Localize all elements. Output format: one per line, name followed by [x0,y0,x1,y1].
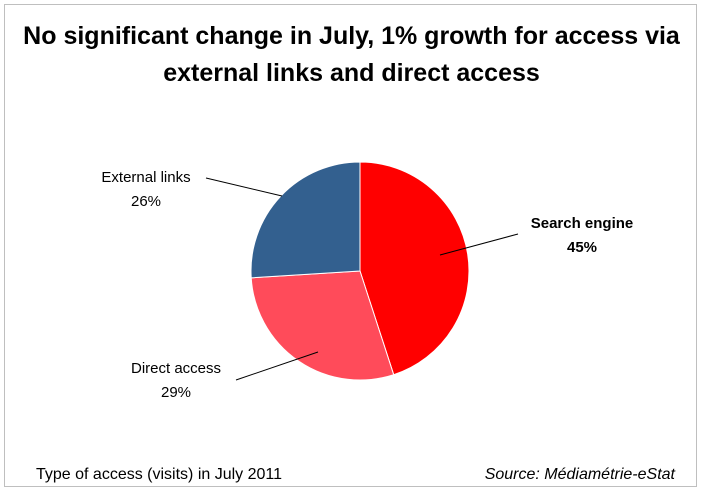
chart-title-line-1: No significant change in July, 1% growth… [23,22,680,50]
chart-title-line-2: external links and direct access [163,59,540,87]
footer-caption: Type of access (visits) in July 2011 [36,466,283,483]
pie-slice-search-engine [359,161,470,376]
slice-value-external-links: 26% [131,193,161,210]
pie-slice-external-links [250,161,361,279]
slice-value-search-engine: 45% [567,239,597,256]
slice-value-direct-access: 29% [161,384,191,401]
pie-slice-direct-access [250,270,395,381]
leader-line-search-engine [439,233,519,256]
leader-line-direct-access [235,351,319,381]
footer-source: Source: Médiamétrie-eStat [484,466,675,483]
slice-label-external-links: External links [101,169,190,186]
leader-line-external-links [205,177,283,197]
chart-title: No significant change in July, 1% growth… [0,18,703,92]
slice-label-search-engine: Search engine [531,215,634,232]
slice-label-direct-access: Direct access [131,360,221,377]
